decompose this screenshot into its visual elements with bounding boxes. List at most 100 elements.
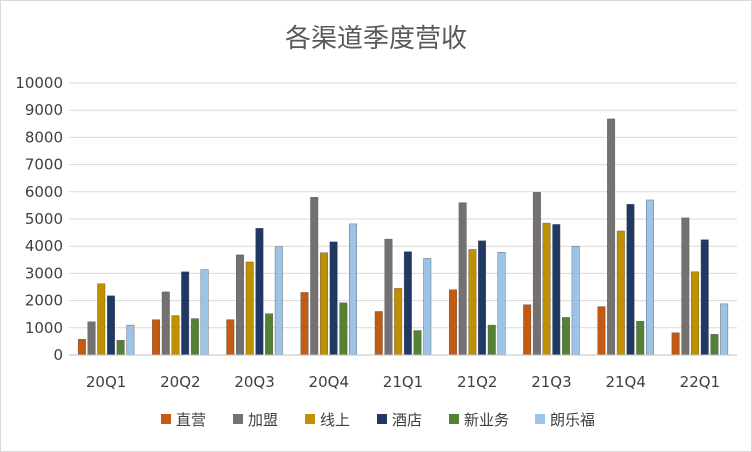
bar-21Q3-0 bbox=[523, 304, 532, 356]
bar-20Q4-0 bbox=[300, 292, 309, 356]
y-tick-label: 3000 bbox=[25, 264, 63, 282]
bar-20Q4-3 bbox=[329, 241, 338, 356]
legend-item: 新业务 bbox=[449, 411, 509, 429]
x-tick-label: 21Q4 bbox=[605, 373, 645, 391]
bar-22Q1-2 bbox=[691, 271, 699, 356]
legend-swatch bbox=[535, 414, 545, 424]
bar-21Q1-4 bbox=[413, 330, 422, 356]
bar-22Q1-5 bbox=[720, 303, 729, 356]
bar-20Q1-5 bbox=[126, 324, 135, 356]
bar-20Q3-0 bbox=[226, 319, 235, 356]
bar-21Q3-3 bbox=[552, 224, 561, 356]
bar-21Q1-1 bbox=[384, 238, 393, 356]
bar-21Q2-2 bbox=[468, 249, 477, 356]
bar-21Q4-0 bbox=[597, 306, 606, 356]
bar-21Q4-5 bbox=[645, 199, 654, 356]
bar-21Q4-2 bbox=[616, 230, 625, 356]
bar-20Q3-2 bbox=[245, 261, 254, 356]
bar-20Q3-5 bbox=[274, 246, 283, 356]
y-tick-label: 6000 bbox=[25, 183, 63, 201]
bar-20Q2-5 bbox=[200, 269, 209, 356]
bar-21Q3-5 bbox=[571, 245, 580, 356]
legend-swatch bbox=[305, 414, 315, 424]
chart-title: 各渠道季度营收 bbox=[285, 24, 467, 54]
y-tick-label: 9000 bbox=[25, 101, 63, 119]
x-tick-label: 22Q1 bbox=[680, 373, 720, 391]
bar-22Q1-1 bbox=[681, 217, 690, 356]
legend-item: 加盟 bbox=[233, 411, 278, 429]
y-tick-label: 2000 bbox=[25, 292, 63, 310]
legend-label: 酒店 bbox=[392, 411, 422, 429]
bar-22Q1-4 bbox=[710, 334, 719, 356]
y-tick-label: 4000 bbox=[25, 237, 63, 255]
legend-item: 酒店 bbox=[377, 411, 422, 429]
bar-20Q2-0 bbox=[152, 319, 161, 356]
bar-20Q4-5 bbox=[349, 223, 357, 356]
watermark-text: 雪球：不行而至 bbox=[591, 420, 731, 444]
legend-item: 线上 bbox=[305, 411, 350, 429]
bar-20Q2-3 bbox=[181, 271, 190, 356]
bar-20Q3-1 bbox=[236, 254, 244, 356]
bar-21Q3-2 bbox=[542, 222, 551, 356]
bar-20Q1-4 bbox=[116, 340, 125, 356]
bar-20Q4-2 bbox=[319, 252, 328, 356]
x-axis-ticks: 20Q1 20Q2 20Q3 20Q4 21Q1 21Q2 21Q3 21Q4 22Q1 bbox=[86, 373, 720, 391]
legend-item: 朗乐福 bbox=[535, 411, 595, 429]
bar-21Q4-4 bbox=[636, 321, 645, 356]
bar-20Q3-3 bbox=[255, 228, 264, 356]
legend-label: 朗乐福 bbox=[550, 411, 595, 429]
y-tick-label: 10000 bbox=[15, 74, 63, 92]
x-tick-label: 21Q3 bbox=[531, 373, 571, 391]
bar-21Q3-4 bbox=[562, 317, 570, 356]
legend-swatch bbox=[449, 414, 459, 424]
y-axis-ticks: 0 1000 2000 3000 4000 5000 6000 7000 8000 9000 100… bbox=[15, 74, 63, 364]
bar-21Q2-5 bbox=[497, 251, 506, 356]
bar-20Q1-0 bbox=[77, 339, 86, 356]
legend-item: 直营 bbox=[161, 411, 206, 429]
x-tick-label: 20Q4 bbox=[309, 373, 349, 391]
y-tick-label: 0 bbox=[53, 346, 63, 364]
legend-swatch bbox=[377, 414, 387, 424]
legend-label: 线上 bbox=[320, 411, 350, 429]
bar-20Q1-3 bbox=[107, 295, 115, 356]
bar-20Q4-4 bbox=[339, 302, 348, 356]
x-tick-label: 20Q2 bbox=[160, 373, 200, 391]
bar-20Q2-1 bbox=[161, 291, 170, 356]
x-tick-label: 21Q1 bbox=[383, 373, 423, 391]
x-tick-label: 21Q2 bbox=[457, 373, 497, 391]
bar-21Q3-1 bbox=[532, 192, 541, 356]
bar-20Q2-4 bbox=[190, 318, 199, 356]
bar-20Q4-1 bbox=[310, 197, 319, 356]
bar-21Q2-4 bbox=[487, 324, 496, 356]
y-tick-label: 8000 bbox=[25, 128, 63, 146]
bar-20Q1-2 bbox=[97, 283, 106, 356]
bar-20Q2-2 bbox=[171, 315, 180, 356]
bar-22Q1-0 bbox=[671, 332, 680, 356]
bar-21Q1-3 bbox=[403, 251, 412, 356]
bar-21Q4-3 bbox=[626, 204, 635, 356]
bar-22Q1-3 bbox=[700, 239, 709, 356]
bar-21Q1-0 bbox=[374, 311, 383, 356]
legend-swatch bbox=[233, 414, 243, 424]
y-tick-label: 7000 bbox=[25, 156, 63, 174]
legend: 直营 加盟 线上 酒店 新业务 朗乐福 bbox=[161, 411, 595, 429]
bar-21Q1-5 bbox=[423, 258, 432, 356]
bar-21Q2-0 bbox=[449, 289, 457, 356]
legend-label: 加盟 bbox=[248, 411, 278, 429]
bar-21Q1-2 bbox=[394, 288, 403, 356]
bar-20Q1-1 bbox=[87, 321, 96, 356]
legend-label: 直营 bbox=[176, 411, 206, 429]
bars bbox=[77, 118, 729, 356]
y-tick-label: 1000 bbox=[25, 319, 63, 337]
legend-swatch bbox=[161, 414, 171, 424]
x-tick-label: 20Q3 bbox=[234, 373, 274, 391]
bar-21Q4-1 bbox=[607, 118, 616, 356]
bar-20Q3-4 bbox=[265, 313, 274, 356]
y-tick-label: 5000 bbox=[25, 210, 63, 228]
legend-label: 新业务 bbox=[464, 411, 509, 429]
grid-lines bbox=[69, 82, 737, 329]
bar-21Q2-1 bbox=[458, 202, 467, 356]
bar-21Q2-3 bbox=[478, 240, 487, 356]
